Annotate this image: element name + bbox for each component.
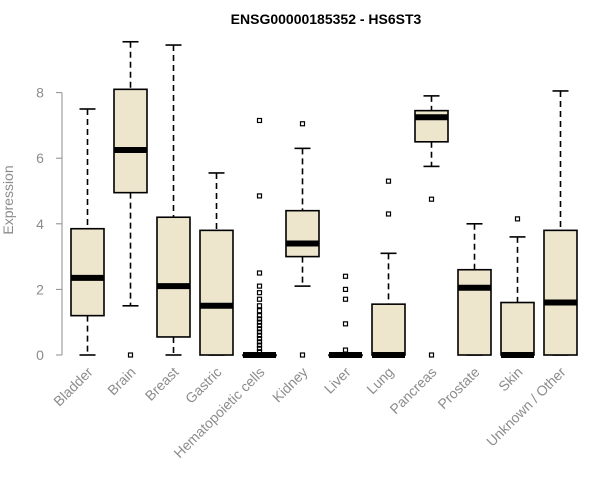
x-tick-label: Liver xyxy=(321,364,354,397)
outlier-point xyxy=(299,352,306,358)
outlier-point xyxy=(256,332,263,338)
y-axis-label: Expression xyxy=(0,165,16,234)
box-group xyxy=(70,108,105,356)
box-group xyxy=(113,40,148,358)
box-group xyxy=(371,178,406,358)
x-tick-label: Lung xyxy=(363,364,396,397)
box-iqr xyxy=(500,301,535,356)
box-iqr xyxy=(543,229,578,356)
y-tick-label: 6 xyxy=(36,150,44,166)
y-tick-label: 4 xyxy=(36,216,44,232)
outlier-point xyxy=(256,339,263,345)
outlier-point xyxy=(256,303,263,309)
outlier-point xyxy=(256,283,263,289)
box-group xyxy=(156,44,191,356)
outlier-point xyxy=(256,345,263,352)
y-tick-label: 8 xyxy=(36,85,44,101)
outlier-point xyxy=(428,352,435,358)
outlier-point xyxy=(514,216,521,222)
y-tick-label: 2 xyxy=(36,281,44,297)
outlier-point xyxy=(256,322,263,329)
outlier-point xyxy=(256,313,263,319)
x-tick-label: Gastric xyxy=(182,364,225,407)
outlier-point xyxy=(127,352,134,358)
outlier-point xyxy=(342,273,349,279)
outlier-point xyxy=(256,329,263,335)
boxes-layer xyxy=(70,40,578,358)
outlier-point xyxy=(385,211,392,217)
box-group xyxy=(285,121,320,358)
box-iqr xyxy=(113,88,148,194)
y-tick-label: 0 xyxy=(36,347,44,363)
box-iqr xyxy=(371,303,406,356)
outlier-point xyxy=(256,319,263,325)
outlier-point xyxy=(342,321,349,327)
x-tick-label: Prostate xyxy=(434,364,482,412)
box-group xyxy=(457,223,492,356)
outlier-point xyxy=(342,296,349,302)
x-tick-label: Brain xyxy=(104,364,138,398)
x-tick-label: Bladder xyxy=(50,364,96,410)
box-iqr xyxy=(156,216,191,338)
x-tick-label: Kidney xyxy=(269,364,311,406)
outlier-point xyxy=(256,270,263,276)
outlier-point xyxy=(428,196,435,202)
outlier-point xyxy=(256,316,263,322)
x-tick-label: Breast xyxy=(142,364,182,404)
box-group xyxy=(199,172,234,356)
x-tick-label: Unknown / Other xyxy=(483,364,569,450)
outlier-point xyxy=(256,193,263,199)
outlier-point xyxy=(256,308,263,314)
outlier-point xyxy=(256,326,263,332)
outlier-point xyxy=(299,121,306,127)
box-group xyxy=(328,273,363,358)
box-iqr xyxy=(285,209,320,258)
box-group xyxy=(543,90,578,356)
box-group xyxy=(500,216,535,358)
outlier-point xyxy=(342,347,349,353)
outlier-point xyxy=(256,349,263,355)
outlier-point xyxy=(256,290,263,296)
box-group xyxy=(414,95,449,358)
chart-title: ENSG00000185352 - HS6ST3 xyxy=(231,11,422,27)
box-iqr xyxy=(199,229,234,356)
box-iqr xyxy=(70,227,105,317)
outlier-point xyxy=(342,286,349,292)
y-axis: 0 2 4 6 8 xyxy=(36,85,63,363)
outlier-point xyxy=(256,296,263,302)
x-tick-label: Skin xyxy=(495,364,526,395)
outlier-point xyxy=(256,117,263,124)
box-group xyxy=(242,117,277,358)
outlier-point xyxy=(256,342,263,348)
box-iqr xyxy=(457,268,492,356)
x-tick-label: Pancreas xyxy=(386,364,439,417)
outlier-point xyxy=(256,336,263,342)
outlier-point xyxy=(385,178,392,184)
